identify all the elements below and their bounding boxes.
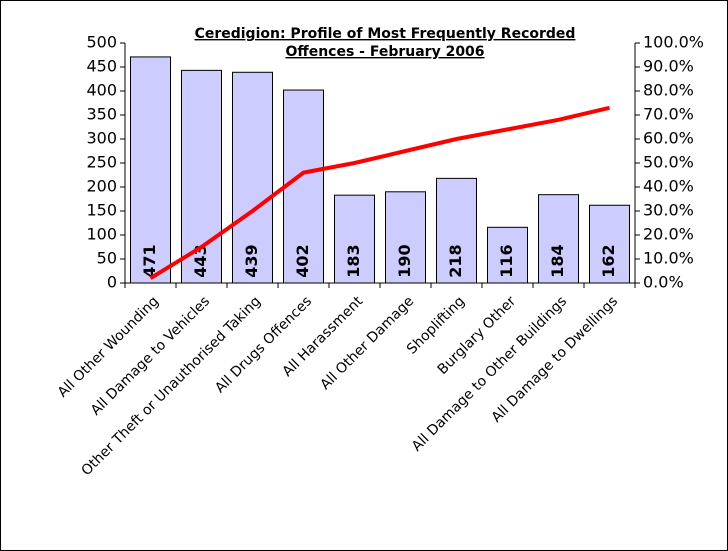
y2-tick-label: 20.0% <box>643 225 694 244</box>
y2-tick-label: 60.0% <box>643 129 694 148</box>
bar <box>436 177 477 284</box>
cumulative-line <box>149 105 610 280</box>
bar <box>487 226 528 284</box>
value-label: 439 <box>242 244 261 277</box>
y-tick-label: 400 <box>86 81 117 100</box>
y-tick-label: 500 <box>86 33 117 52</box>
value-label: 184 <box>548 244 567 277</box>
y-tick-label: 450 <box>86 57 117 76</box>
value-label: 116 <box>497 244 516 277</box>
bar <box>334 194 375 284</box>
bar <box>283 89 324 284</box>
y2-tick-label: 10.0% <box>643 249 694 268</box>
y-tick-label: 0 <box>107 273 117 292</box>
value-label: 190 <box>395 244 414 277</box>
y2-tick-label: 50.0% <box>643 153 694 172</box>
y-tick-label: 350 <box>86 105 117 124</box>
y-tick-label: 100 <box>86 225 117 244</box>
bar <box>538 194 579 284</box>
y2-tick-label: 70.0% <box>643 105 694 124</box>
value-label: 218 <box>446 244 465 277</box>
y-tick-label: 50 <box>97 249 117 268</box>
y2-tick-label: 90.0% <box>643 57 694 76</box>
value-label: 471 <box>140 244 159 277</box>
chart-title: Offences - February 2006 <box>285 44 484 60</box>
y2-tick-label: 0.0% <box>643 273 684 292</box>
y2-tick-label: 80.0% <box>643 81 694 100</box>
y2-tick-label: 40.0% <box>643 177 694 196</box>
value-label: 183 <box>344 244 363 277</box>
bar <box>232 71 273 284</box>
y-tick-label: 200 <box>86 177 117 196</box>
y-tick-label: 250 <box>86 153 117 172</box>
y-tick-label: 300 <box>86 129 117 148</box>
value-label: 402 <box>293 244 312 277</box>
value-label: 162 <box>599 244 618 277</box>
bar <box>385 191 426 284</box>
bar <box>589 204 630 284</box>
bar <box>130 56 171 284</box>
y-tick-label: 150 <box>86 201 117 220</box>
chart-title: Ceredigion: Profile of Most Frequently R… <box>195 26 576 42</box>
y2-tick-label: 30.0% <box>643 201 694 220</box>
y2-tick-label: 100.0% <box>643 33 704 52</box>
